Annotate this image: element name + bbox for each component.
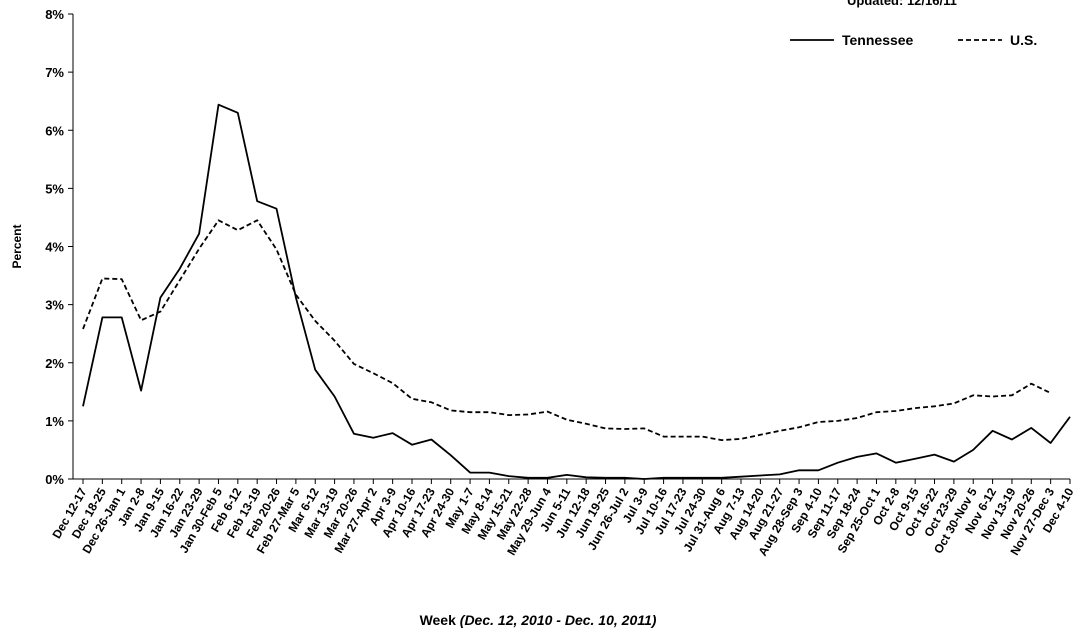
- y-tick-label: 1%: [45, 414, 64, 429]
- x-axis-title-main: Week: [419, 612, 456, 628]
- y-tick-label: 5%: [45, 181, 64, 196]
- y-tick-label: 4%: [45, 240, 64, 255]
- updated-date: Updated: 12/16/11: [847, 0, 957, 8]
- y-tick-label: 3%: [45, 298, 64, 313]
- y-tick-label: 0%: [45, 472, 64, 487]
- y-tick-label: 2%: [45, 356, 64, 371]
- y-axis-title: Percent: [10, 224, 24, 268]
- y-tick-label: 6%: [45, 123, 64, 138]
- y-tick-label: 7%: [45, 65, 64, 80]
- legend-label: Tennessee: [842, 32, 914, 48]
- legend-label: U.S.: [1010, 32, 1037, 48]
- series-line-tennessee: [82, 103, 1071, 480]
- y-tick-label: 8%: [45, 7, 64, 22]
- x-axis-title-range: (Dec. 12, 2010 - Dec. 10, 2011): [459, 612, 657, 628]
- x-axis-title: Week (Dec. 12, 2010 - Dec. 10, 2011): [0, 612, 1076, 628]
- series-line-u-s: [82, 219, 1051, 441]
